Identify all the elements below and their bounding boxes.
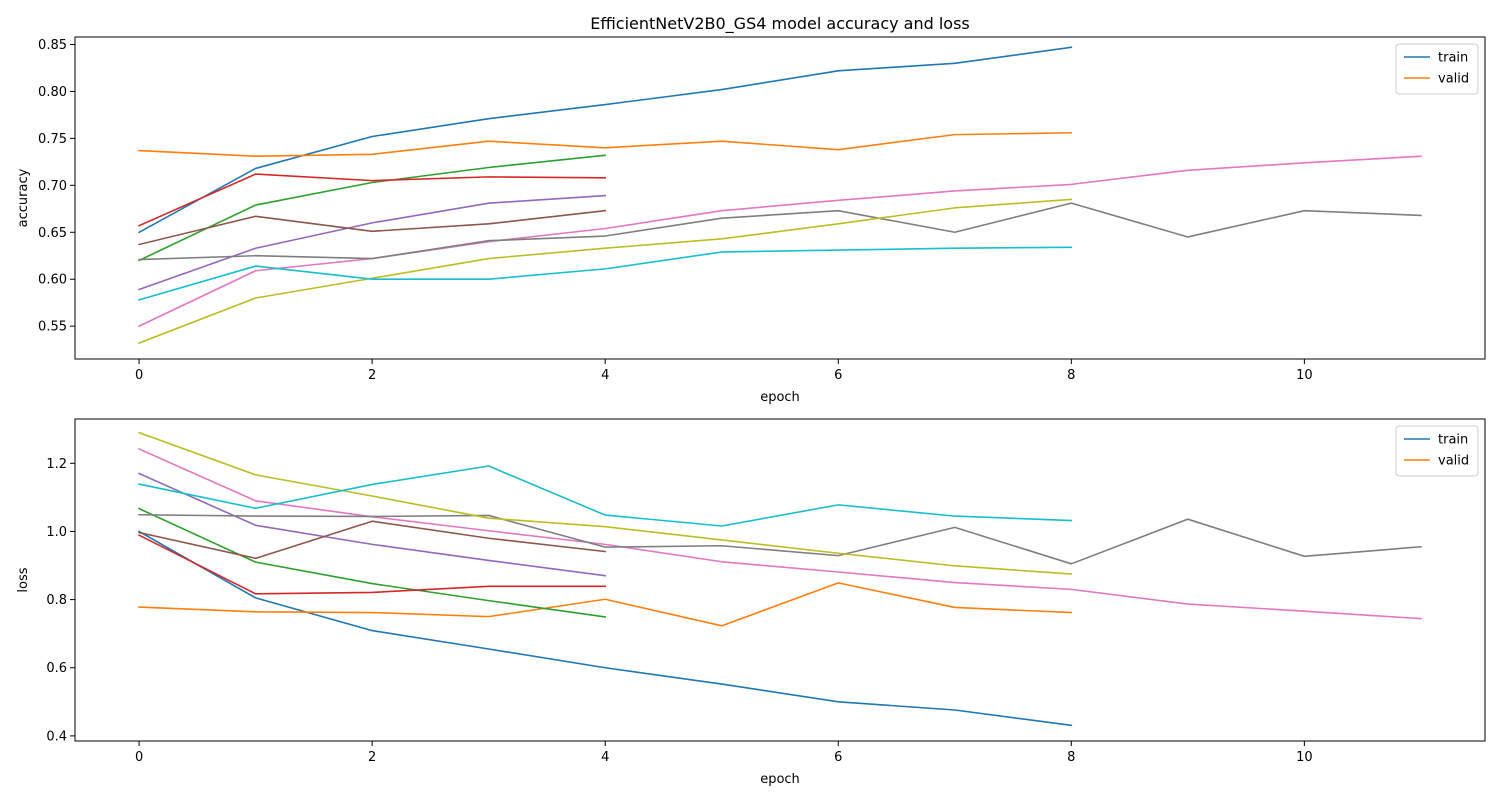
accuracy-panel: 0 2 4 6 8 10 0.55 0.60 0.65 0.70 0.75 0.80 0.85 epoch… [16,36,1486,405]
loss-series-group [137,431,1422,727]
accuracy-y-tick-label: 0.80 [38,85,67,100]
accuracy-series-line-2 [138,154,607,262]
accuracy-series-line-5 [138,209,607,246]
accuracy-series-line-1 [138,131,1073,158]
accuracy-x-tick-label: 8 [1067,368,1075,383]
accuracy-series-line-9 [138,246,1073,301]
loss-series-line-4 [138,472,607,577]
accuracy-x-tick-label: 4 [601,368,609,383]
loss-x-tick-label: 0 [135,750,143,765]
loss-y-axis-label: loss [16,567,31,592]
loss-x-tick-label: 4 [601,750,609,765]
accuracy-legend-label: train [1438,51,1468,66]
loss-legend-label: valid [1438,454,1469,469]
loss-y-tick-label: 0.8 [46,593,67,608]
accuracy-series-line-6 [138,155,1422,328]
accuracy-y-tick-label: 0.85 [38,38,67,53]
accuracy-series-line-7 [138,202,1422,261]
loss-series-line-3 [138,534,607,595]
accuracy-series-group [138,46,1422,345]
loss-x-axis-label: epoch [760,772,800,787]
loss-series-line-0 [137,530,1073,727]
loss-y-tick-label: 1.2 [46,457,67,472]
loss-series-line-2 [138,507,607,618]
accuracy-x-tick-label: 6 [834,368,842,383]
loss-x-tick-label: 2 [368,750,376,765]
loss-y-tick-label: 0.4 [46,729,67,744]
loss-legend-label: train [1438,433,1468,448]
loss-plot-frame [74,418,1486,742]
accuracy-series-line-0 [138,46,1073,234]
loss-x-tick-label: 8 [1067,750,1075,765]
figure-title: EfficientNetV2B0_GS4 model accuracy and … [590,14,970,34]
accuracy-y-axis-label: accuracy [16,168,31,227]
accuracy-x-tick-label: 10 [1296,368,1313,383]
accuracy-series-line-3 [138,173,607,227]
loss-series-line-5 [138,520,607,560]
accuracy-legend: train valid [1395,43,1479,95]
loss-y-tick-label: 0.6 [46,661,67,676]
accuracy-series-line-8 [138,198,1073,345]
accuracy-x-tick-label: 2 [368,368,376,383]
loss-x-tick-label: 6 [834,750,842,765]
accuracy-x-tick-label: 0 [135,368,143,383]
accuracy-series-line-4 [138,194,607,291]
accuracy-y-tick-label: 0.55 [38,320,67,335]
accuracy-y-tick-label: 0.75 [38,132,67,147]
accuracy-y-tick-label: 0.65 [38,226,67,241]
loss-legend: train valid [1395,425,1479,477]
accuracy-y-tick-label: 0.60 [38,273,67,288]
loss-series-line-1 [138,582,1073,627]
loss-x-tick-label: 10 [1296,750,1313,765]
loss-series-line-8 [138,431,1073,575]
accuracy-y-tick-label: 0.70 [38,179,67,194]
loss-series-line-9 [138,465,1073,527]
accuracy-plot-frame [74,36,1486,360]
loss-series-line-7 [138,513,1422,565]
accuracy-legend-label: valid [1438,72,1469,87]
loss-y-tick-label: 1.0 [46,525,67,540]
loss-panel: 0 2 4 6 8 10 0.4 0.6 0.8 1.0 1.2 epoch loss train vali… [16,418,1486,787]
accuracy-x-axis-label: epoch [760,390,800,405]
loss-series-line-6 [138,447,1422,620]
